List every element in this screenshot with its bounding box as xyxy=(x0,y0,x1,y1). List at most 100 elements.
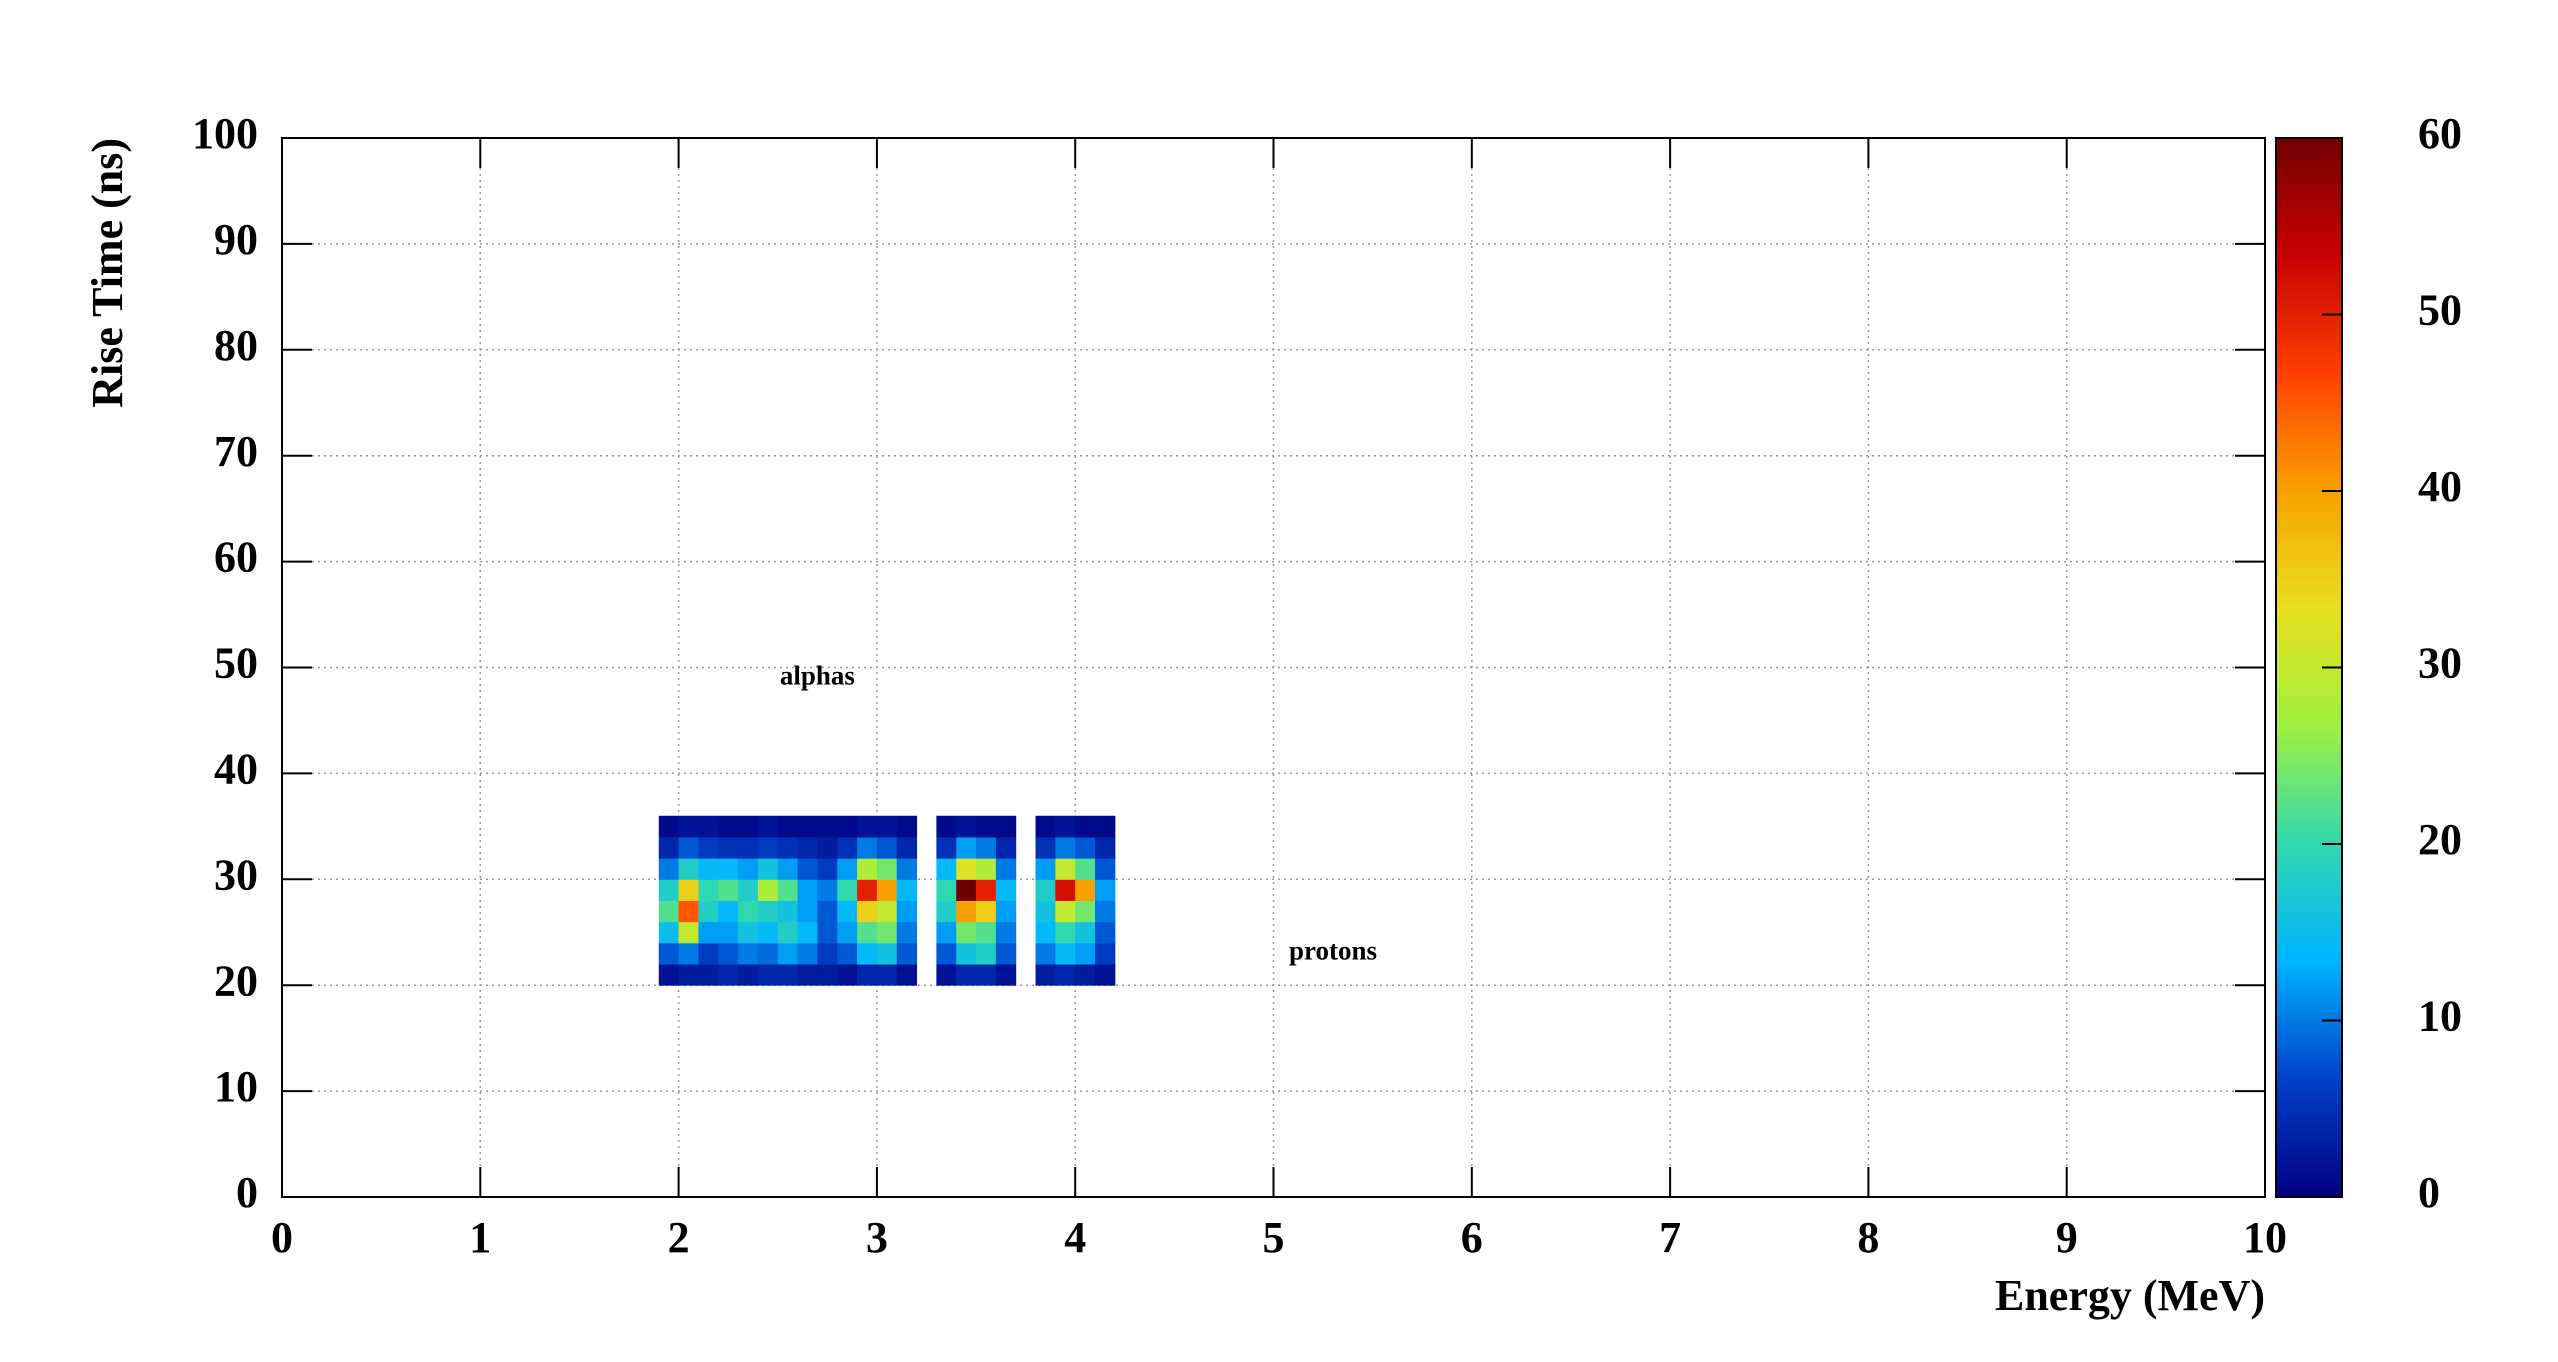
heatmap-cell xyxy=(1035,858,1056,880)
heatmap-cell xyxy=(1095,858,1116,880)
heatmap-cell xyxy=(738,964,759,986)
heatmap-cell xyxy=(837,836,858,859)
heatmap-cell xyxy=(757,921,779,944)
heatmap-cell xyxy=(817,879,838,901)
heatmap-cell xyxy=(817,858,838,880)
heatmap-cell xyxy=(995,858,1017,880)
heatmap-cell xyxy=(876,879,898,901)
heatmap-cell xyxy=(817,964,838,986)
heatmap-cell xyxy=(1075,815,1096,838)
plot-frame xyxy=(281,137,2266,1198)
heatmap-cell xyxy=(936,921,957,944)
heatmap-cell xyxy=(857,836,878,859)
y-tick-label: 60 xyxy=(214,533,258,582)
heatmap-cell xyxy=(1095,836,1116,859)
heatmap-cell xyxy=(698,921,719,944)
y-tick-label: 30 xyxy=(214,850,258,899)
heatmap-cell xyxy=(976,900,997,923)
heatmap-cell xyxy=(777,942,799,965)
heatmap-cell xyxy=(857,942,878,965)
heatmap-cell xyxy=(718,836,739,859)
y-tick-label: 10 xyxy=(214,1062,258,1111)
heatmap-cell xyxy=(956,815,977,838)
y-tick-label: 100 xyxy=(192,109,258,158)
heatmap-cell xyxy=(956,879,977,901)
heatmap-cell xyxy=(1095,942,1116,965)
heatmap-cell xyxy=(1035,964,1056,986)
heatmap-cell xyxy=(777,815,799,838)
heatmap-cell xyxy=(797,858,818,880)
heatmap-cell xyxy=(678,858,699,880)
heatmap-cell xyxy=(837,921,858,944)
heatmap-cell xyxy=(976,879,997,901)
heatmap-cell xyxy=(777,858,799,880)
heatmap-cell xyxy=(976,921,997,944)
heatmap-cell xyxy=(956,858,977,880)
x-axis-label: Energy (MeV) xyxy=(1995,1271,2265,1320)
heatmap-cell xyxy=(1095,879,1116,901)
heatmap-cell xyxy=(1095,964,1116,986)
heatmap-cell xyxy=(777,964,799,986)
heatmap-cell xyxy=(718,921,739,944)
heatmap-cell xyxy=(698,836,719,859)
heatmap-cell xyxy=(976,836,997,859)
heatmap-cell xyxy=(857,964,878,986)
heatmap-cell xyxy=(896,815,918,838)
heatmap-cell xyxy=(1035,900,1056,923)
z-tick-label: 30 xyxy=(2418,639,2462,688)
heatmap-cell xyxy=(698,879,719,901)
heatmap-cell xyxy=(1075,858,1096,880)
heatmap-cell xyxy=(817,921,838,944)
heatmap-cell xyxy=(876,900,898,923)
heatmap-cell xyxy=(1075,921,1096,944)
x-tick-label: 10 xyxy=(2243,1213,2287,1262)
heatmap-cell xyxy=(1055,879,1076,901)
x-tick-label: 6 xyxy=(1461,1213,1483,1262)
heatmap-cell xyxy=(738,858,759,880)
y-tick-label: 70 xyxy=(214,427,258,476)
heatmap-cell xyxy=(757,964,779,986)
heatmap-cell xyxy=(757,900,779,923)
heatmap-cell xyxy=(678,921,699,944)
heatmap-cell xyxy=(797,836,818,859)
heatmap-cell xyxy=(757,836,779,859)
heatmap-cell xyxy=(738,879,759,901)
heatmap-cell xyxy=(956,836,977,859)
heatmap-cell xyxy=(797,900,818,923)
heatmap-cell xyxy=(1055,942,1076,965)
y-tick-label: 40 xyxy=(214,744,258,793)
y-tick-label: 20 xyxy=(214,956,258,1005)
heatmap-cell xyxy=(757,858,779,880)
heatmap-cell xyxy=(995,942,1017,965)
heatmap-cell xyxy=(658,836,680,859)
heatmap-cell xyxy=(936,964,957,986)
z-tick-label: 0 xyxy=(2418,1168,2440,1217)
heatmap-cell xyxy=(738,815,759,838)
heatmap-cell xyxy=(678,964,699,986)
heatmap-cell xyxy=(678,836,699,859)
heatmap-cell xyxy=(777,921,799,944)
heatmap-cell xyxy=(857,858,878,880)
heatmap-cell xyxy=(837,964,858,986)
heatmap-cell xyxy=(896,921,918,944)
heatmap-cell xyxy=(976,815,997,838)
x-tick-label: 7 xyxy=(1659,1213,1681,1262)
heatmap-cell xyxy=(757,815,779,838)
z-tick-label: 60 xyxy=(2418,109,2462,158)
heatmap-cell xyxy=(718,964,739,986)
heatmap-cell xyxy=(956,921,977,944)
heatmap-cell xyxy=(936,858,957,880)
heatmap-cell xyxy=(837,815,858,838)
z-tick-label: 40 xyxy=(2418,462,2462,511)
heatmap-cell xyxy=(976,964,997,986)
heatmap-cell xyxy=(936,836,957,859)
heatmap-cell xyxy=(995,964,1017,986)
heatmap-cell xyxy=(995,815,1017,838)
heatmap-cell xyxy=(698,815,719,838)
heatmap-cell xyxy=(817,900,838,923)
heatmap-cell xyxy=(1075,879,1096,901)
heatmap-cell xyxy=(936,942,957,965)
heatmap-cell xyxy=(976,858,997,880)
heatmap-cell xyxy=(876,858,898,880)
